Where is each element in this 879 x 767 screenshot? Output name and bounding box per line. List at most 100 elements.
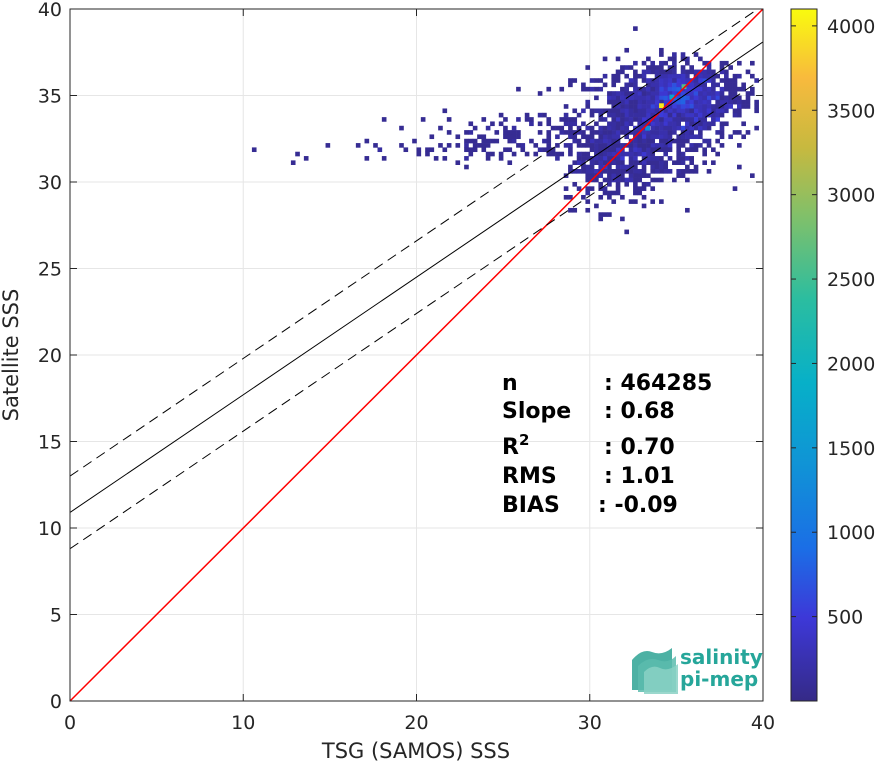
density-cell: [598, 173, 604, 178]
density-cell: [663, 138, 669, 144]
density-cell: [637, 143, 643, 148]
density-cell: [676, 121, 682, 127]
density-cell: [620, 216, 625, 222]
density-cell: [719, 108, 725, 114]
density-cell: [607, 130, 612, 135]
density-cell: [689, 69, 694, 75]
density-cell: [667, 65, 673, 70]
density-cell: [589, 143, 595, 148]
density-cell: [641, 73, 647, 79]
density-cell: [719, 69, 725, 75]
density-cell: [659, 65, 664, 70]
density-cell: [732, 73, 738, 79]
density-cell: [693, 117, 699, 122]
y-tick-label: 20: [38, 345, 62, 367]
density-cell: [633, 99, 638, 105]
density-cell: [628, 151, 634, 157]
density-cell: [620, 112, 625, 118]
density-cell: [615, 173, 621, 178]
density-cell: [745, 69, 751, 75]
density-cell: [425, 147, 430, 153]
density-cell: [568, 117, 573, 122]
density-cell: [364, 156, 370, 161]
density-cell: [615, 78, 621, 83]
density-cell: [641, 99, 647, 105]
density-cell: [576, 143, 582, 148]
density-cell: [563, 121, 569, 127]
density-cell: [698, 108, 703, 114]
density-cell: [693, 104, 699, 109]
density-cell: [520, 143, 526, 148]
density-cell: [676, 151, 682, 157]
density-cell: [641, 78, 647, 83]
density-cell: [598, 194, 604, 200]
density-cell: [399, 125, 404, 131]
density-cell: [698, 95, 703, 101]
density-cell: [633, 104, 638, 109]
density-cell: [464, 138, 469, 144]
density-cell: [628, 78, 634, 83]
density-cell: [650, 104, 656, 109]
density-cell: [611, 125, 617, 131]
density-cell: [498, 121, 504, 127]
density-cell: [620, 143, 625, 148]
density-cell: [654, 95, 660, 101]
density-cell: [637, 99, 643, 105]
y-axis-label: Satellite SSS: [0, 289, 23, 422]
density-cell: [672, 112, 677, 118]
density-cell: [689, 169, 694, 174]
density-cell: [641, 160, 647, 165]
density-cell: [633, 86, 638, 92]
logo-text-pi-mep: pi-mep: [680, 667, 758, 691]
density-cell: [646, 69, 651, 75]
density-cell: [594, 151, 599, 157]
density-cell: [693, 82, 699, 88]
density-cell: [559, 86, 565, 92]
density-cell: [602, 143, 608, 148]
density-cell: [628, 65, 634, 70]
density-cell: [559, 125, 565, 131]
density-cell: [624, 47, 630, 53]
density-cell: [663, 121, 669, 127]
density-cell: [620, 160, 625, 165]
density-cell: [741, 104, 746, 109]
density-cell: [607, 125, 612, 131]
density-cell: [325, 143, 331, 148]
density-cell: [702, 160, 707, 165]
density-cell: [715, 104, 720, 109]
density-cell: [429, 147, 435, 153]
density-cell: [498, 151, 504, 157]
density-cell: [732, 108, 738, 114]
density-cell: [646, 112, 651, 118]
density-cell: [680, 117, 686, 122]
density-cell: [693, 125, 699, 131]
density-cell: [615, 69, 621, 75]
density-cell: [659, 60, 664, 66]
density-cell: [676, 173, 682, 178]
density-cell: [663, 169, 669, 174]
density-cell: [602, 56, 608, 62]
density-cell: [676, 112, 682, 118]
density-cell: [620, 69, 625, 75]
density-cell: [598, 138, 604, 144]
density-cell: [685, 69, 690, 75]
density-cell: [464, 164, 469, 170]
colorbar-tick-label: 3000: [827, 185, 875, 207]
density-cell: [611, 160, 617, 165]
density-cell: [442, 156, 448, 161]
density-cell: [641, 134, 647, 140]
density-cell: [633, 130, 638, 135]
density-cell: [555, 125, 560, 131]
density-cell: [750, 91, 755, 96]
colorbar-tick-label: 3500: [827, 100, 875, 122]
density-cell: [455, 160, 461, 165]
density-cell: [624, 82, 630, 88]
density-cell: [672, 69, 677, 75]
density-cell: [689, 130, 694, 135]
density-cell: [624, 134, 630, 140]
x-axis-label: TSG (SAMOS) SSS: [321, 739, 510, 763]
y-tick-label: 40: [38, 0, 62, 21]
density-cell: [646, 143, 651, 148]
density-cell: [585, 138, 591, 144]
density-cell: [628, 130, 634, 135]
